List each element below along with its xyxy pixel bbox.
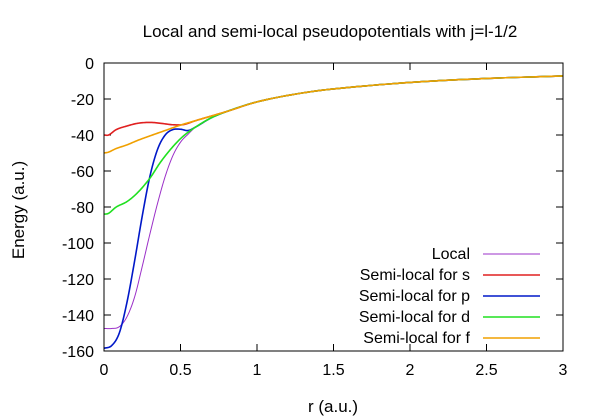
plot-area: 0 0.5 1 1.5 2 2.5 3 0 -20 -40 -60 -80 -100 -120 -140 -1… [62,56,568,379]
legend-label: Semi-local for f [363,330,470,347]
y-tick-label: -60 [71,164,94,181]
y-tick-label: -80 [71,200,94,217]
legend: Local Semi-local for s Semi-local for p Sem… [359,246,540,347]
y-tick-label: -140 [62,308,94,325]
y-tick-label: -40 [71,128,94,145]
plot-frame [103,62,564,352]
y-tick-label: -100 [62,236,94,253]
axis-ticks: 0 0.5 1 1.5 2 2.5 3 0 -20 -40 -60 -80 -100 -120 -140 -1… [62,56,568,379]
x-tick-label: 1 [253,362,262,379]
series-lines [103,75,564,350]
x-tick-label: 0.5 [169,362,191,379]
x-tick-label: 3 [559,362,568,379]
y-tick-label: -160 [62,344,94,361]
y-tick-label: -20 [71,92,94,109]
series-line-4 [103,75,564,215]
x-tick-label: 0 [100,362,109,379]
y-tick-label: 0 [85,56,94,73]
series-line-5 [103,75,564,154]
y-tick-label: -120 [62,272,94,289]
x-tick-label: 2.5 [475,362,497,379]
legend-label: Semi-local for p [359,288,470,305]
x-tick-label: 2 [406,362,415,379]
series-line-2 [103,75,564,137]
legend-label: Semi-local for d [359,309,470,326]
legend-label: Local [432,246,470,263]
x-tick-label: 1.5 [322,362,344,379]
legend-label: Semi-local for s [360,267,470,284]
series-line-3 [103,75,564,350]
y-axis-label: Energy (a.u.) [9,161,28,259]
x-axis-label: r (a.u.) [308,397,358,416]
chart-title: Local and semi-local pseudopotentials wi… [143,22,518,41]
series-line-1 [103,75,564,330]
